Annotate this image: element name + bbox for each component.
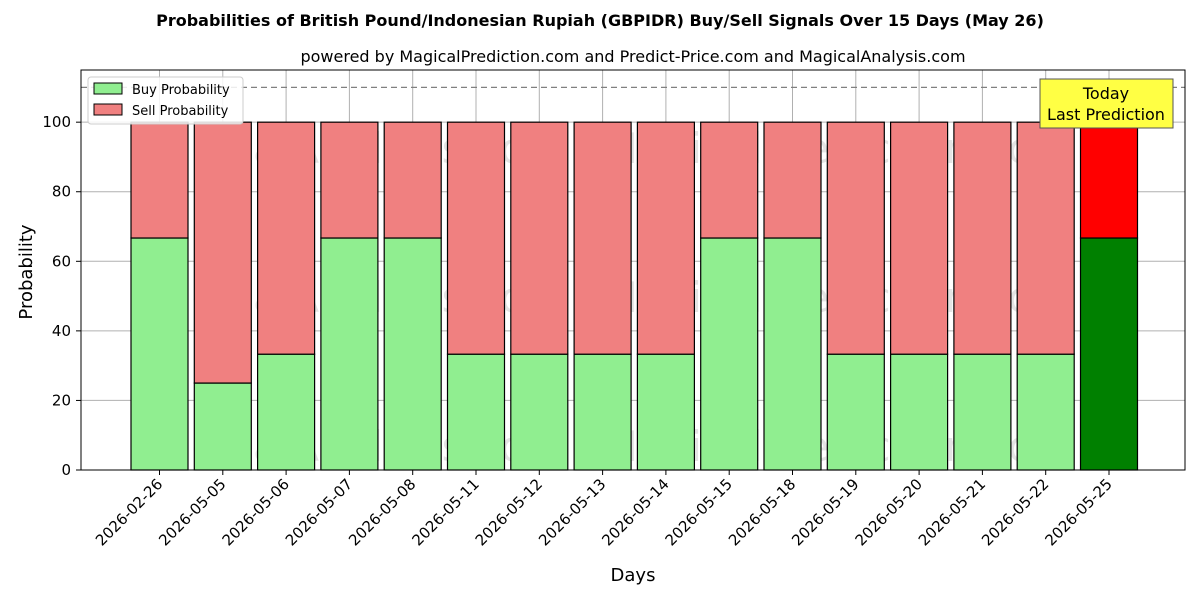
buy-bar [636,353,696,471]
x-tick-label: 2026-05-19 [788,475,862,549]
buy-bar [1016,353,1075,471]
x-tick-label: 2026-05-06 [219,475,293,549]
buy-bar [889,353,949,471]
y-tick-label: 20 [52,391,71,409]
last-prediction-label: Last Prediction [1047,105,1165,124]
chart-title: Probabilities of British Pound/Indonesia… [156,11,1044,30]
legend-label-buy: Buy Probability [132,83,230,98]
buy-bar [763,237,822,471]
sell-bar [953,121,1012,355]
x-axis: 2026-02-262026-05-052026-05-062026-05-07… [92,470,1116,549]
x-tick-label: 2026-05-21 [915,475,989,549]
sell-bar [700,121,759,239]
x-tick-label: 2026-02-26 [92,475,166,549]
x-tick-label: 2026-05-07 [282,475,356,549]
x-tick-label: 2026-05-18 [725,475,799,549]
buy-bar [130,237,189,471]
today-box [1039,78,1174,129]
buy-bar [510,353,569,471]
buy-bar [953,353,1012,471]
sell-bar [510,121,569,355]
x-tick-label: 2026-05-22 [978,475,1052,549]
bars [130,121,1139,471]
buy-bar [383,237,442,471]
buy-bar [573,353,632,471]
buy-bar [826,353,885,471]
sell-bar [257,121,316,355]
buy-bar [700,237,759,471]
y-tick-label: 100 [42,113,71,131]
x-tick-label: 2026-05-13 [535,475,609,549]
sell-bar [320,121,379,239]
legend-label-sell: Sell Probability [132,104,229,119]
legend: Buy Probability Sell Probability [87,76,244,125]
legend-swatch-buy [93,82,123,95]
buy-bar [257,353,316,471]
x-tick-label: 2026-05-12 [472,475,546,549]
x-tick-label: 2026-05-14 [598,475,672,549]
today-label: Today [1082,84,1129,103]
sell-bar [383,121,442,239]
x-tick-label: 2026-05-25 [1041,475,1115,549]
y-axis: 0 20 40 60 80 100 [42,113,81,479]
y-tick-label: 0 [61,461,71,479]
sell-bar [446,121,506,355]
buy-bar [193,382,252,471]
x-tick-label: 2026-05-11 [408,475,482,549]
y-tick-label: 80 [52,183,71,201]
y-tick-label: 40 [52,322,71,340]
legend-box [87,76,244,125]
sell-bar [1016,121,1075,355]
legend-swatch-sell [93,103,123,116]
plot-frame [80,69,1186,471]
buy-bar [446,353,506,471]
sell-bar [193,121,252,384]
x-tick-label: 2026-05-05 [155,475,229,549]
sell-bar [130,121,189,239]
buy-bar [1079,237,1139,471]
sell-bar [636,121,696,355]
y-tick-label: 60 [52,252,71,270]
x-tick-label: 2026-05-08 [345,475,419,549]
today-annotation: Today Last Prediction [1039,78,1174,129]
chart-subtitle: powered by MagicalPrediction.com and Pre… [300,47,965,66]
x-axis-label: Days [611,565,656,586]
sell-bar [1079,121,1139,239]
sell-bar [826,121,885,355]
y-axis-label: Probability [16,224,37,319]
sell-bar [573,121,632,355]
x-tick-label: 2026-05-20 [852,475,926,549]
buy-bar [320,237,379,471]
x-tick-label: 2026-05-15 [662,475,736,549]
sell-bar [763,121,822,239]
sell-bar [889,121,949,355]
